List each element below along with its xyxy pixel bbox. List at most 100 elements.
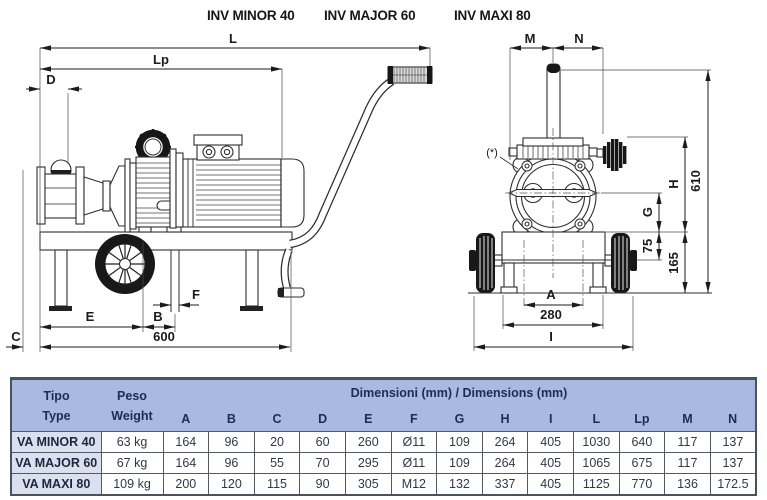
dim-label-75: 75 [640,239,655,253]
dim-value: 770 [618,473,666,496]
dim-label-E: E [86,309,95,324]
col-G: G [436,406,483,432]
dim-value: 109 [436,452,483,474]
model-name: VA MAXI 80 [10,473,102,496]
col-B: B [208,406,255,432]
dim-value: 115 [253,473,301,496]
col-M: M [664,406,711,432]
header-type-label: Type [42,408,71,423]
dim-value: 96 [208,452,255,474]
front-wheels [469,233,637,293]
model-title-inv-minor-40: INV MINOR 40 [207,8,295,23]
dim-label-M: M [525,31,536,46]
table-row-va-minor-40: VA MINOR 40 63 kg 164 96 20 60 260 Ø11 1… [10,431,757,453]
dim-label-H: H [666,179,681,188]
col-L: L [573,406,620,432]
header-type: Tipo Type [11,378,101,432]
model-title-inv-major-60: INV MAJOR 60 [324,8,416,23]
dim-value: Ø11 [390,431,438,453]
dim-value: 260 [344,431,392,453]
dim-label-I: I [549,329,553,344]
side-wheel [95,234,155,294]
gas-ballast-knob [596,139,627,171]
model-name: VA MAJOR 60 [10,452,102,474]
dim-value: 405 [527,431,574,453]
table-header: Tipo Type Peso Weight Dimensioni (mm) / … [11,378,756,432]
header-weight-label: Weight [111,408,153,423]
dim-value: 1065 [572,452,620,474]
dim-value: 60 [299,431,346,453]
dim-value: 132 [436,473,483,496]
weight-value: 63 kg [100,431,164,453]
col-H: H [482,406,528,432]
dim-value: 117 [664,452,711,474]
dim-value: 96 [208,431,255,453]
col-Lp: Lp [619,406,665,432]
front-view-drawing [468,63,712,309]
model-name: VA MINOR 40 [10,431,102,453]
col-I: I [527,406,574,432]
dim-value: 164 [162,431,210,453]
dim-value: 137 [709,431,757,453]
dim-value: 120 [208,473,255,496]
side-view-dim-labels: L Lp D E B F C 600 [11,31,237,344]
header-peso-label: Peso [117,388,147,403]
dim-label-D: D [46,72,55,87]
header-weight: Peso Weight [101,378,163,432]
col-A: A [163,406,209,432]
col-F: F [391,406,437,432]
col-C: C [254,406,300,432]
handle-grip [387,66,433,84]
dim-label-C: C [11,329,21,344]
dim-label-A: A [546,287,556,302]
dim-value: 1125 [572,473,620,496]
col-D: D [299,406,346,432]
weight-value: 67 kg [100,452,164,474]
dim-label-N: N [574,31,583,46]
dim-label-L: L [229,31,237,46]
front-view-dim-labels: M N 610 H 165 G 75 A 280 I (*) [486,31,703,344]
side-view-drawing [36,66,433,312]
front-view-dimensions [473,45,711,351]
dim-value: 305 [344,473,392,496]
dim-letter-row: A B C D E F G H I L Lp M N [11,406,756,432]
dim-value: 675 [618,452,666,474]
table-row-va-major-60: VA MAJOR 60 67 kg 164 96 55 70 295 Ø11 1… [10,452,757,474]
side-view-dimensions [6,45,431,352]
dim-value: 1030 [572,431,620,453]
technical-drawing: L Lp D E B F C 600 [6,31,712,352]
dim-value: 55 [253,452,301,474]
col-E: E [345,406,392,432]
dim-label-600: 600 [153,329,175,344]
dim-value: 172.5 [709,473,757,496]
dim-value: 337 [481,473,529,496]
dim-value: 109 [436,431,483,453]
table-row-va-maxi-80: VA MAXI 80 109 kg 200 120 115 90 305 M12… [10,473,757,496]
dim-value: 405 [527,473,574,496]
dim-value: 70 [299,452,346,474]
col-N: N [710,406,756,432]
dimensions-table: Tipo Type Peso Weight Dimensioni (mm) / … [10,377,757,496]
header-dimensions: Dimensioni (mm) / Dimensions (mm) [163,378,756,406]
dim-value: 200 [162,473,210,496]
dim-label-280: 280 [540,307,562,322]
weight-value: 109 kg [100,473,164,496]
dim-value: 640 [618,431,666,453]
dim-label-B: B [153,309,162,324]
dim-label-Lp: Lp [153,52,169,67]
dim-value: Ø11 [390,452,438,474]
dim-value: M12 [390,473,438,496]
trolley-handle [277,66,433,298]
dim-value: 264 [481,431,529,453]
dim-label-F: F [192,287,200,302]
dim-value: 117 [664,431,711,453]
dim-value: 136 [664,473,711,496]
dim-value: 164 [162,452,210,474]
dim-label-G: G [640,207,655,217]
note-asterisk-label: (*) [486,147,498,159]
dim-label-610: 610 [688,170,703,192]
model-title-inv-maxi-80: INV MAXI 80 [454,8,531,23]
dim-value: 264 [481,452,529,474]
header-tipo-label: Tipo [43,388,70,403]
